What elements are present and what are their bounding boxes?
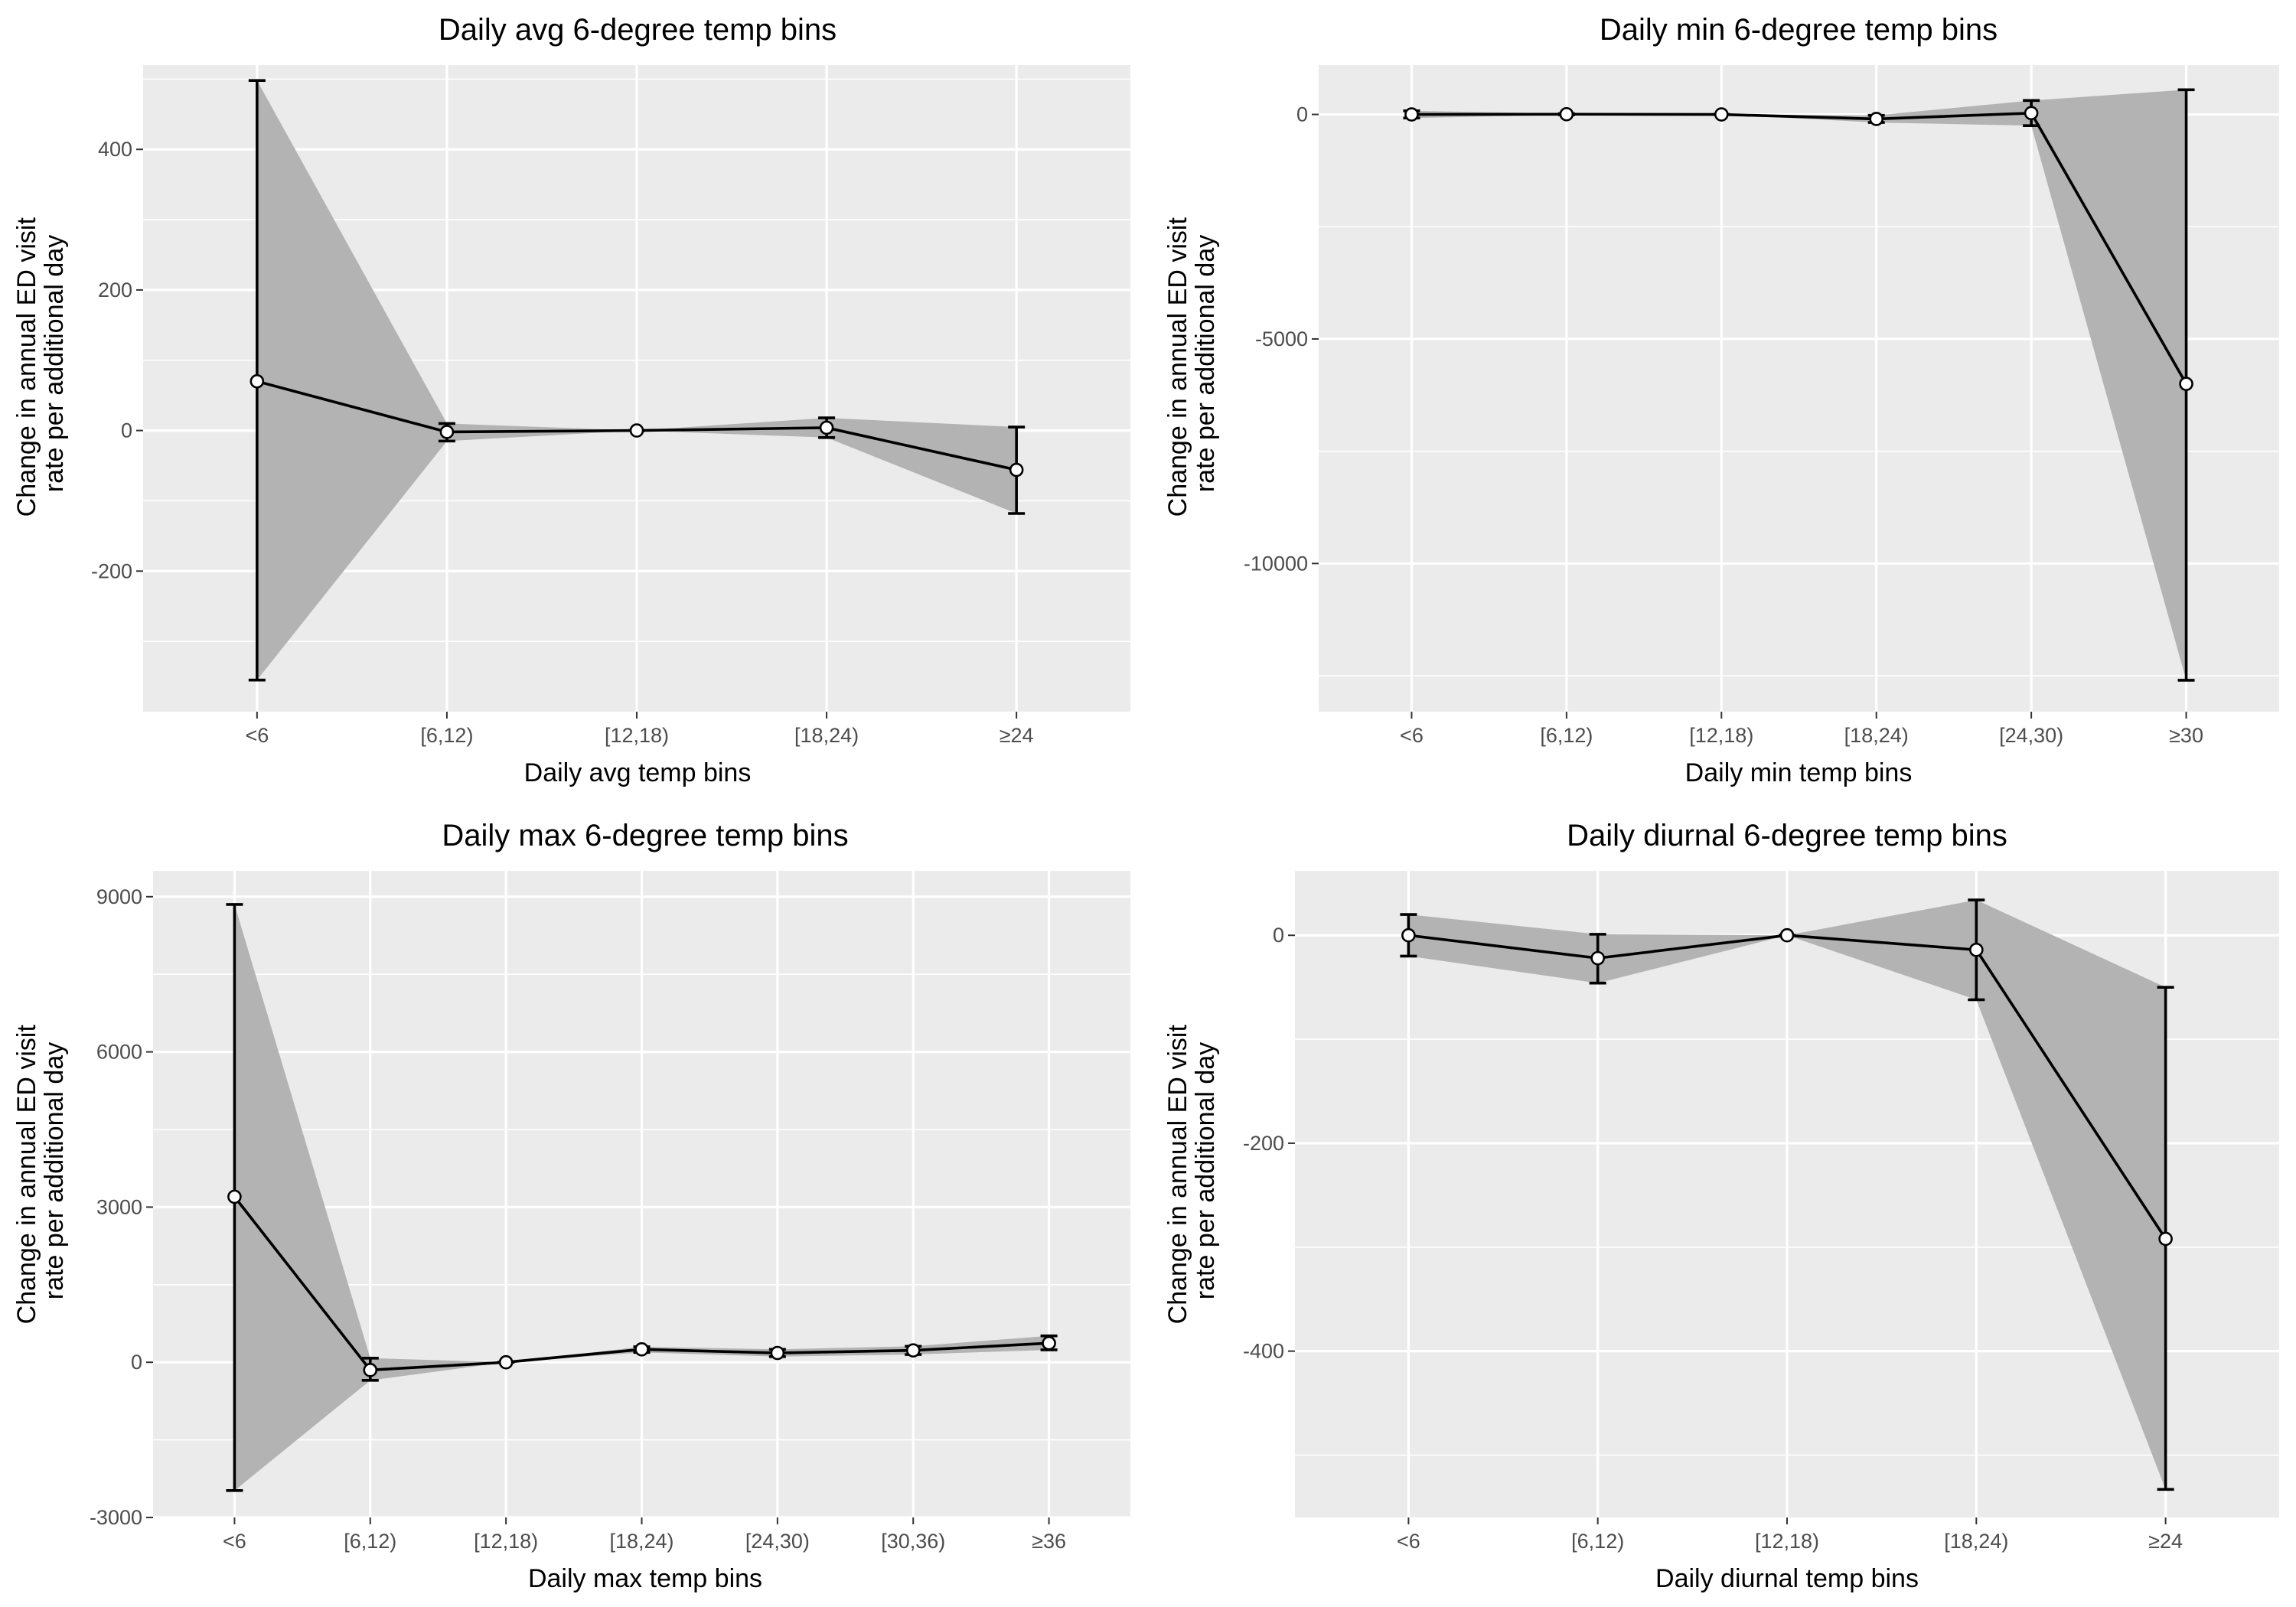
x-tick-label: [12,18) xyxy=(474,1530,538,1553)
data-point xyxy=(1590,950,1605,966)
data-point xyxy=(1009,462,1024,478)
panel-daily-diurnal: Daily diurnal 6-degree temp bins -400 -20… xyxy=(1163,819,2279,1593)
data-point xyxy=(819,420,834,435)
confidence-ribbon xyxy=(256,80,1017,680)
y-tick-label: 3000 xyxy=(96,1195,142,1218)
y-tick-label: 0 xyxy=(131,1351,142,1374)
y-axis-label-line-1: Change in annual ED visit xyxy=(1163,1025,1192,1325)
y-tick-label: -5000 xyxy=(1255,328,1308,350)
data-point xyxy=(629,423,644,438)
x-tick-label: [12,18) xyxy=(1689,724,1753,747)
data-point xyxy=(1714,107,1729,122)
y-axis-label-line-1: Change in annual ED visit xyxy=(1163,217,1192,517)
y-axis-label-line-2: rate per additional day xyxy=(40,235,69,492)
y-tick-label: 6000 xyxy=(96,1041,142,1064)
x-axis-label: Daily avg temp bins xyxy=(524,758,752,787)
y-axis-label-line-2: rate per additional day xyxy=(1191,235,1220,492)
y-tick-label: 9000 xyxy=(96,885,142,908)
panel-title: Daily diurnal 6-degree temp bins xyxy=(1567,819,2007,852)
y-tick-label: 0 xyxy=(1296,103,1308,126)
x-axis-label: Daily min temp bins xyxy=(1685,758,1913,787)
panel-daily-max: Daily max 6-degree temp bins -3000 0 3000 6… xyxy=(12,819,1130,1593)
data-point xyxy=(227,1189,242,1204)
x-tick-label: [18,24) xyxy=(1944,1530,2008,1553)
x-tick-label: <6 xyxy=(223,1530,246,1553)
y-tick-label: 0 xyxy=(121,419,132,442)
x-tick-label: [6,12) xyxy=(420,724,473,747)
y-tick-label: -3000 xyxy=(90,1506,142,1529)
x-tick-label: [18,24) xyxy=(1844,724,1909,747)
x-tick-label: [6,12) xyxy=(1540,724,1593,747)
x-tick-label: [12,18) xyxy=(605,724,669,747)
x-axis-label: Daily diurnal temp bins xyxy=(1655,1564,1919,1593)
x-tick-label: ≥24 xyxy=(2148,1530,2183,1553)
panel-daily-avg: Daily avg 6-degree temp bins -200 0 200 400… xyxy=(12,13,1130,787)
y-axis-label: Change in annual ED visit rate per addit… xyxy=(12,210,69,517)
data-point xyxy=(1969,942,1984,957)
y-tick-label: -200 xyxy=(91,559,132,582)
y-axis-label-line-2: rate per additional day xyxy=(40,1042,69,1299)
data-point xyxy=(1869,112,1884,126)
x-tick-label: [18,24) xyxy=(609,1530,673,1553)
data-point xyxy=(2179,376,2193,391)
y-tick-label: -10000 xyxy=(1244,552,1308,575)
data-point xyxy=(905,1343,921,1358)
y-tick-label: -200 xyxy=(1243,1132,1284,1155)
x-tick-label: [6,12) xyxy=(1571,1530,1624,1553)
y-tick-label: 400 xyxy=(98,138,132,161)
data-point xyxy=(439,425,455,439)
data-point xyxy=(1401,927,1416,943)
data-point xyxy=(363,1363,378,1377)
panel-daily-min: Daily min 6-degree temp bins -10000 -5000… xyxy=(1163,13,2279,787)
y-tick-label: 0 xyxy=(1273,924,1284,947)
x-tick-label: [24,30) xyxy=(1999,724,2063,747)
x-tick-label: ≥24 xyxy=(1000,724,1034,747)
x-tick-label: [30,36) xyxy=(881,1530,945,1553)
x-tick-label: <6 xyxy=(1400,724,1424,747)
data-point xyxy=(498,1354,514,1370)
x-tick-label: <6 xyxy=(1397,1530,1420,1553)
y-axis-label: Change in annual ED visit rate per addit… xyxy=(1163,210,1220,517)
y-axis-label: Change in annual ED visit rate per addit… xyxy=(12,1018,69,1325)
data-point xyxy=(770,1345,785,1361)
x-tick-label: ≥36 xyxy=(1032,1530,1066,1553)
data-point xyxy=(2024,106,2039,121)
x-tick-label: [18,24) xyxy=(794,724,859,747)
data-point xyxy=(634,1342,649,1357)
data-point xyxy=(249,374,265,389)
x-tick-label: ≥30 xyxy=(2169,724,2203,747)
y-axis-label: Change in annual ED visit rate per addit… xyxy=(1163,1018,1220,1325)
y-axis-label-line-1: Change in annual ED visit xyxy=(12,217,41,517)
data-point xyxy=(1404,107,1419,122)
x-tick-label: [12,18) xyxy=(1755,1530,1819,1553)
data-point xyxy=(1042,1335,1056,1351)
confidence-ribbon xyxy=(1408,900,2166,1490)
data-point xyxy=(1559,106,1574,122)
x-tick-label: <6 xyxy=(245,724,269,747)
data-point xyxy=(1779,927,1795,943)
x-tick-label: [6,12) xyxy=(344,1530,396,1553)
panel-title: Daily max 6-degree temp bins xyxy=(442,819,848,852)
x-tick-label: [24,30) xyxy=(745,1530,810,1553)
x-axis-label: Daily max temp bins xyxy=(528,1564,762,1593)
y-axis-label-line-1: Change in annual ED visit xyxy=(12,1025,41,1325)
y-axis-label-line-2: rate per additional day xyxy=(1191,1042,1220,1299)
y-tick-label: -400 xyxy=(1243,1340,1284,1363)
panel-title: Daily min 6-degree temp bins xyxy=(1600,13,1998,47)
y-tick-label: 200 xyxy=(98,279,132,302)
data-point xyxy=(2158,1231,2173,1247)
series-line xyxy=(1411,111,2188,385)
confidence-ribbon xyxy=(1411,90,2187,680)
panel-title: Daily avg 6-degree temp bins xyxy=(439,13,837,47)
